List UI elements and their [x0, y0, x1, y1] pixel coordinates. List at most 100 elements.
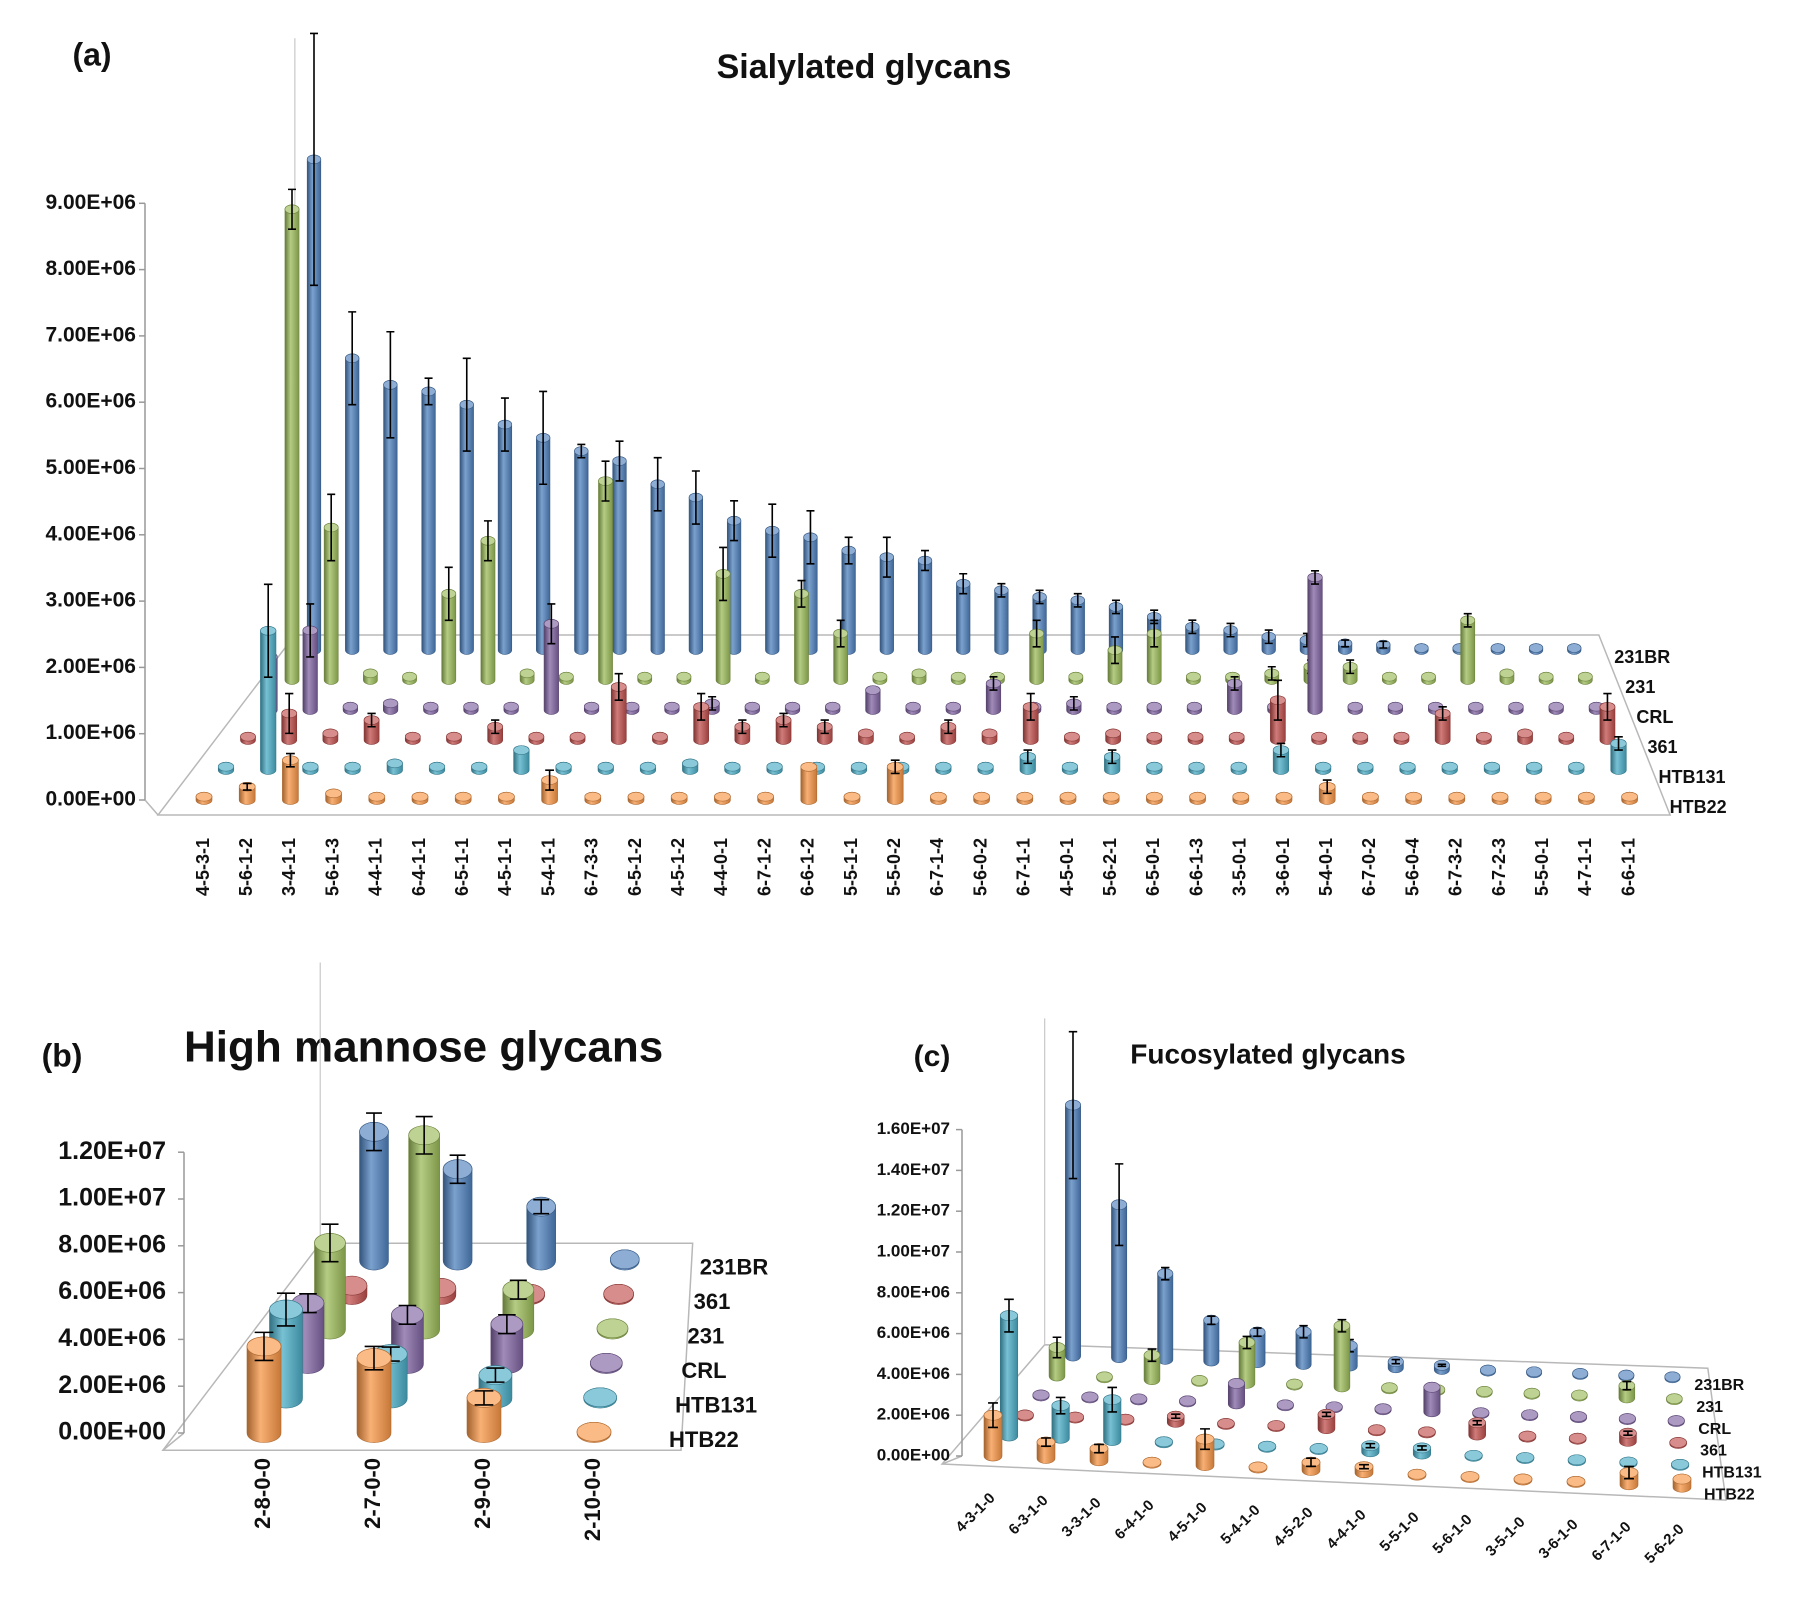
bar-cap [1362, 791, 1379, 802]
error-bar [1321, 1411, 1332, 1418]
y-tick-label: 9.00E+06 [45, 191, 136, 214]
bar-cap [1230, 761, 1247, 772]
error-bar [1438, 706, 1447, 721]
error-bar [483, 520, 492, 562]
series-label: HTB22 [1670, 797, 1727, 817]
error-bar [1111, 599, 1120, 615]
bar-cap [1179, 1395, 1197, 1407]
error-bar [653, 456, 662, 512]
x-tick-label: 3-4-1-1 [279, 838, 299, 896]
bar-cap [1671, 1458, 1690, 1470]
bar-cap [1441, 761, 1458, 772]
error-bar [779, 712, 788, 728]
error-bar [1107, 1386, 1118, 1413]
error-bar [1264, 629, 1273, 645]
bar-cap [1548, 701, 1564, 712]
bar-cap [1061, 761, 1079, 772]
x-tick-label: 6-6-1-2 [798, 838, 818, 896]
bar-cap [555, 761, 572, 772]
bar-cap [302, 761, 319, 772]
bar-cap [1567, 643, 1582, 653]
error-bar [263, 583, 273, 678]
bar-cap [1523, 1387, 1541, 1399]
error-bar [959, 572, 968, 595]
error-bar [498, 1314, 516, 1335]
error-bar [708, 695, 717, 711]
bar-cap [973, 791, 990, 802]
chart-title: Sialylated glycans [717, 48, 1012, 86]
x-tick-label: 6-6-1-1 [1618, 838, 1638, 896]
error-bar [1200, 1428, 1210, 1451]
series-label: 231BR [700, 1254, 769, 1279]
y-tick-label: 0.00E+00 [877, 1445, 950, 1464]
bar-cap [935, 761, 952, 772]
y-tick-label: 8.00E+06 [877, 1282, 950, 1301]
error-bar [1337, 1318, 1347, 1333]
bar-cap [754, 671, 770, 682]
bar-cap [528, 731, 545, 742]
bar-cap [1188, 761, 1205, 772]
x-tick-label: 2-7-0-0 [360, 1458, 385, 1529]
bar-cap [1570, 1411, 1588, 1422]
bar-cap [1538, 671, 1554, 682]
bar-cap [744, 701, 760, 712]
error-bar [691, 470, 700, 525]
x-tick-label: 5-5-0-2 [884, 838, 904, 896]
error-bar [921, 549, 930, 572]
x-tick-label: 6-4-1-1 [409, 838, 429, 896]
x-tick-label: 6-5-0-1 [1143, 838, 1163, 896]
bar-cap [1521, 1409, 1539, 1420]
bar-cap [843, 791, 861, 802]
chart-title: Fucosylated glycans [1130, 1038, 1405, 1069]
error-bar [1379, 640, 1388, 649]
bar-cap [1081, 1391, 1099, 1403]
x-tick-label: 5-5-0-1 [1532, 838, 1552, 896]
error-bar [424, 377, 433, 406]
bar-cap [1382, 671, 1397, 682]
bar-cap [1618, 1369, 1635, 1381]
error-bar [474, 1390, 494, 1406]
error-bar [1624, 1465, 1634, 1480]
error-bar [1226, 622, 1235, 638]
error-bar [614, 672, 623, 702]
bar-cap [1499, 668, 1515, 679]
x-tick-label: 4-3-1-0 [952, 1490, 998, 1536]
error-bar [1417, 1445, 1427, 1451]
error-bar [882, 536, 891, 578]
bar-cap [583, 1387, 617, 1408]
error-bar [1107, 749, 1117, 765]
bar-cap [800, 762, 818, 772]
error-bar [1276, 742, 1286, 758]
bar-cap [1414, 643, 1429, 653]
bar-cap [1068, 671, 1084, 682]
error-bar [1341, 639, 1350, 648]
bar-cap [1448, 791, 1466, 802]
error-bar [321, 1223, 339, 1263]
bar-cap [1517, 728, 1533, 739]
series-label: CRL [1636, 707, 1673, 727]
bar-cap [1064, 731, 1080, 742]
floor-edge [144, 799, 159, 816]
bar-cap [1508, 701, 1524, 712]
error-bar [1463, 612, 1472, 628]
x-tick-label: 6-7-0-2 [1359, 838, 1379, 896]
y-tick-label: 4.00E+06 [58, 1324, 166, 1352]
series-label: HTB131 [675, 1392, 757, 1417]
y-tick-label: 4.00E+06 [877, 1364, 950, 1383]
y-tick-label: 1.60E+07 [877, 1119, 950, 1138]
y-tick-label: 7.00E+06 [45, 323, 136, 346]
bar-cap [428, 761, 446, 772]
series-label: CRL [681, 1358, 726, 1383]
bar-cap [1146, 701, 1162, 712]
error-bar [577, 443, 586, 459]
error-bar [1188, 619, 1197, 635]
bar-cap [584, 791, 602, 802]
error-bar [1032, 619, 1041, 648]
bar-cap [1309, 1443, 1328, 1454]
x-tick-label: 5-6-0-2 [970, 838, 990, 896]
x-tick-label: 5-6-1-0 [1429, 1511, 1475, 1557]
error-bar [444, 566, 453, 622]
bar-cap [195, 791, 213, 802]
y-tick-label: 6.00E+06 [58, 1277, 166, 1305]
